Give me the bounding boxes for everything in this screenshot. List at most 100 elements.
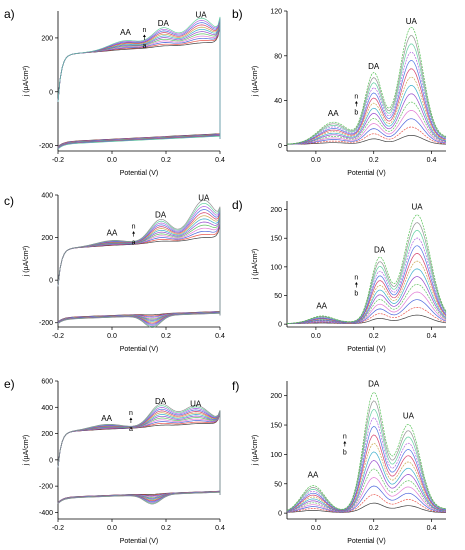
arrow-label-start: n [129,410,133,417]
arrow-head-icon [354,100,358,104]
peak-label-aa: AA [316,302,327,311]
panel-c: -0.2 0.0 0.2 0.4 -200 0 200 400 Potential (V) j (… [4,193,225,354]
x-tick-label: 0.0 [311,525,321,532]
x-tick-label: 0.4 [427,157,437,164]
x-tick-label: 0.0 [107,157,117,164]
peak-label-ua: UA [198,193,210,202]
dpv-curve-5 [287,283,447,324]
x-tick-label: 0.0 [107,333,117,340]
y-tick-label: 200 [41,431,53,438]
dpv-curve-4 [286,477,447,513]
dpv-curve-5 [287,101,447,145]
arrow-label-start: n [132,224,136,231]
dpv-curve-8 [286,76,447,145]
y-tick-label: -400 [39,510,53,517]
dpv-curve-12 [286,229,447,324]
arrow-head-icon [343,441,347,444]
y-tick-label: 200 [41,35,53,42]
peak-label-ua: UA [190,400,202,409]
dpv-curve-10 [286,60,447,145]
arrow-label-end: a [132,240,136,247]
peak-label-aa: AA [101,414,112,423]
dpv-curve-1 [287,134,447,145]
arrow-head-icon [354,281,358,285]
dpv-curve-4 [287,110,447,145]
cv-curve-12 [57,202,221,327]
dpv-curve-13 [286,400,447,511]
y-tick-label: 120 [270,9,282,16]
peak-label-ua: UA [196,11,208,20]
dpv-curve-14 [286,214,447,324]
dpv-curve-13 [286,35,447,145]
x-tick-label: 0.0 [107,525,117,532]
dpv-curve-2 [286,307,447,324]
y-tick-label: 400 [41,405,53,412]
y-tick-label: 0 [49,278,53,285]
dpv-curve-12 [286,408,447,512]
x-tick-label: 0.4 [215,525,225,532]
y-axis-label: j (µA/cm²) [23,246,30,277]
x-tick-label: 0.0 [311,157,321,164]
x-tick-label: 0.4 [427,525,437,532]
cv-curve-12 [57,16,221,150]
dpv-curve-11 [286,51,447,145]
y-tick-label: 200 [270,207,282,214]
peak-label-aa: AA [107,228,118,237]
dpv-curve-10 [287,245,447,324]
dpv-curve-12 [286,43,447,145]
panel-f: 0.0 0.2 0.4 0 50 100 150 200 Potential (V) j (µA/… [232,379,447,545]
dpv-curve-9 [286,434,447,512]
panel-label: d) [232,198,243,212]
dpv-curve-10 [286,425,447,512]
arrow-label-start: n [354,93,358,100]
dpv-curve-8 [286,443,447,512]
cv-curve-5 [57,218,221,323]
cv-curve-9 [57,212,221,324]
panel-label: b) [232,7,243,21]
cv-curve-7 [57,21,221,149]
y-tick-label: -200 [39,143,53,150]
y-axis-label: j (µA/cm²) [252,435,259,466]
peak-label-da: DA [368,62,380,71]
y-tick-label: 40 [274,98,282,105]
y-tick-label: 0 [278,143,282,150]
y-tick-label: 600 [41,379,53,386]
y-tick-label: 150 [270,236,282,243]
peak-label-ua: UA [403,412,415,421]
y-axis-label: j (µA/cm²) [23,66,30,97]
x-tick-label: 0.4 [215,157,225,164]
y-tick-label: 0 [49,457,53,464]
x-tick-label: -0.2 [52,525,64,532]
peak-label-aa: AA [120,28,131,37]
y-tick-label: 0 [278,322,282,329]
y-tick-label: 0 [49,89,53,96]
dpv-curve-3 [287,299,447,324]
x-tick-label: -0.2 [52,157,64,164]
peak-label-da: DA [158,19,170,28]
y-tick-label: 100 [270,452,282,459]
dpv-curve-11 [286,417,447,512]
x-tick-label: -0.2 [52,333,64,340]
arrow-label-end: a [129,426,133,433]
peak-label-aa: AA [308,470,319,479]
panel-label: a) [4,7,15,21]
arrow-label-end: b [354,290,358,297]
cv-curve-10 [57,18,221,149]
peak-label-da: DA [155,397,167,406]
arrow-label-start: n [343,434,347,441]
y-tick-label: 80 [274,53,282,60]
y-axis-label: j (µA/cm²) [252,249,259,280]
dpv-curve-5 [286,468,447,513]
y-tick-label: 200 [41,235,53,242]
dpv-curve-1 [287,314,447,324]
dpv-curve-4 [287,291,447,324]
arrow-head-icon [129,417,133,421]
panel-e: -0.2 0.0 0.2 0.4 -400 -200 0 200 400 600 Potential… [4,377,225,545]
dpv-curve-2 [286,494,446,513]
dpv-curve-6 [287,276,447,324]
panel-d: 0.0 0.2 0.4 0 50 100 150 200 Potential (V) j (µA/… [232,198,447,353]
dpv-curve-14 [286,391,447,511]
dpv-curve-13 [286,222,447,324]
cv-curve-13 [57,199,221,328]
